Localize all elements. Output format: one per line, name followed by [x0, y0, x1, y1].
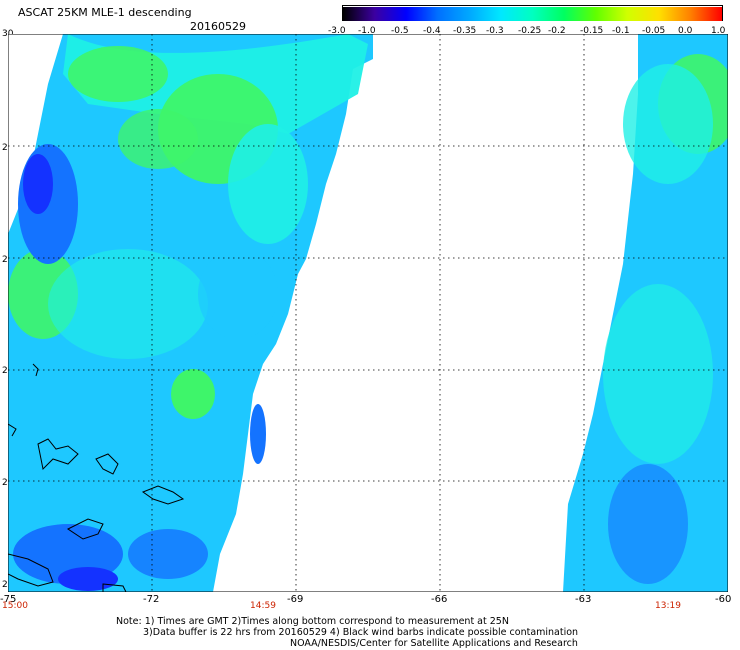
- pass-time: 13:19: [655, 601, 681, 611]
- colorbar-label: 1.0: [711, 26, 726, 36]
- west-swath: [8, 34, 373, 592]
- colorbar-label: 0.0: [678, 26, 693, 36]
- colorbar-label: -0.1: [612, 26, 630, 36]
- colorbar-gradient: [343, 7, 722, 21]
- colorbar-label: -0.4: [423, 26, 441, 36]
- colorbar-label: -0.15: [580, 26, 604, 36]
- note-line-1: Note: 1) Times are GMT 2)Times along bot…: [116, 616, 509, 627]
- east-swath: [563, 34, 738, 592]
- map-title: ASCAT 25KM MLE-1 descending: [18, 6, 192, 19]
- colorbar-label: -0.25: [518, 26, 542, 36]
- lon-label: -69: [287, 594, 304, 605]
- colorbar-label: -3.0: [328, 26, 346, 36]
- wind-map: [7, 33, 738, 593]
- colorbar: [342, 5, 723, 21]
- note-line-2: 3)Data buffer is 22 hrs from 20160529 4)…: [143, 627, 579, 638]
- colorbar-label: -0.3: [486, 26, 504, 36]
- lon-label: -66: [431, 594, 448, 605]
- colorbar-label: -0.05: [642, 26, 666, 36]
- colorbar-labels: -3.0 -1.0 -0.5 -0.4 -0.35 -0.3 -0.25 -0.…: [328, 26, 728, 38]
- colorbar-label: -0.5: [391, 26, 409, 36]
- map-date: 20160529: [190, 20, 246, 33]
- lon-label: -72: [143, 594, 160, 605]
- lon-label: -63: [575, 594, 592, 605]
- pass-time: 14:59: [250, 601, 276, 611]
- lon-label: -60: [715, 594, 732, 605]
- colorbar-label: -0.2: [548, 26, 566, 36]
- lon-label: -75: [0, 594, 17, 605]
- colorbar-label: -1.0: [358, 26, 376, 36]
- colorbar-label: -0.35: [453, 26, 477, 36]
- pass-time: 15:00: [2, 601, 28, 611]
- note-line-3: NOAA/NESDIS/Center for Satellite Applica…: [290, 638, 578, 649]
